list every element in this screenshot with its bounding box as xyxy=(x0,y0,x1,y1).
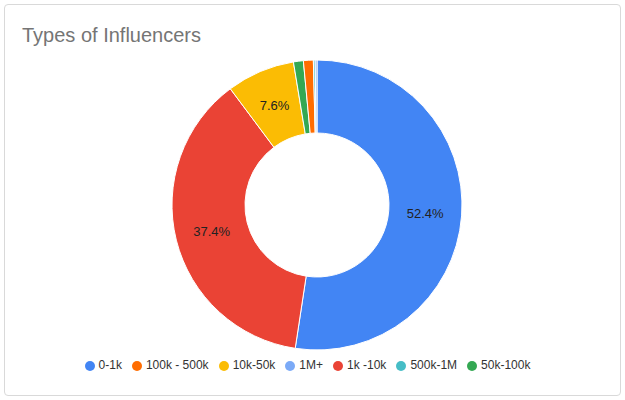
html-text:1M+: 1M+ xyxy=(299,358,323,372)
svg-text:7.6%: 7.6% xyxy=(260,98,290,113)
html-text:50k-100k: 50k-100k xyxy=(481,358,531,372)
html-text:10k-50k: 10k-50k xyxy=(232,358,276,372)
html-text:Types of Influencers: Types of Influencers xyxy=(22,24,201,46)
svg-text:52.4%: 52.4% xyxy=(407,206,444,221)
html-text:500k-1M: 500k-1M xyxy=(410,358,458,372)
html-text:1k -10k: 1k -10k xyxy=(347,358,387,372)
html-text:0-1k: 0-1k xyxy=(98,358,122,372)
svg-text:37.4%: 37.4% xyxy=(193,224,230,239)
html-text:100k - 500k: 100k - 500k xyxy=(145,358,209,372)
